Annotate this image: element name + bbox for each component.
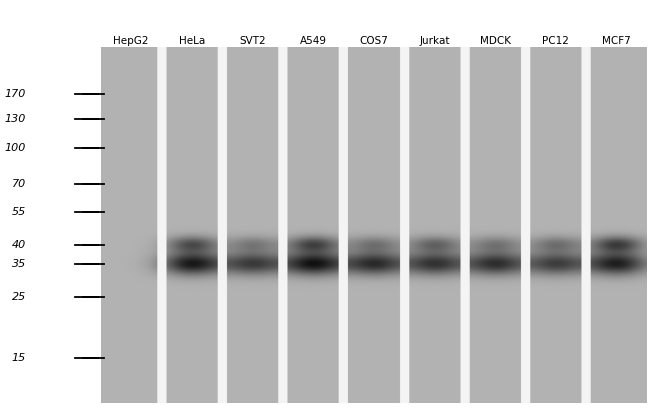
Text: 15: 15 <box>12 353 26 363</box>
Text: Jurkat: Jurkat <box>419 36 450 46</box>
Text: 55: 55 <box>12 206 26 217</box>
Text: A549: A549 <box>300 36 326 46</box>
Text: HeLa: HeLa <box>179 36 205 46</box>
Text: 35: 35 <box>12 259 26 269</box>
Text: MDCK: MDCK <box>480 36 511 46</box>
Text: 40: 40 <box>12 240 26 250</box>
Text: 100: 100 <box>5 143 26 153</box>
Text: MCF7: MCF7 <box>602 36 630 46</box>
Text: PC12: PC12 <box>542 36 569 46</box>
Text: 70: 70 <box>12 179 26 189</box>
Text: 25: 25 <box>12 293 26 303</box>
Text: 130: 130 <box>5 114 26 124</box>
Text: SVT2: SVT2 <box>239 36 266 46</box>
Text: HepG2: HepG2 <box>113 36 149 46</box>
Text: 170: 170 <box>5 89 26 99</box>
Text: COS7: COS7 <box>359 36 388 46</box>
